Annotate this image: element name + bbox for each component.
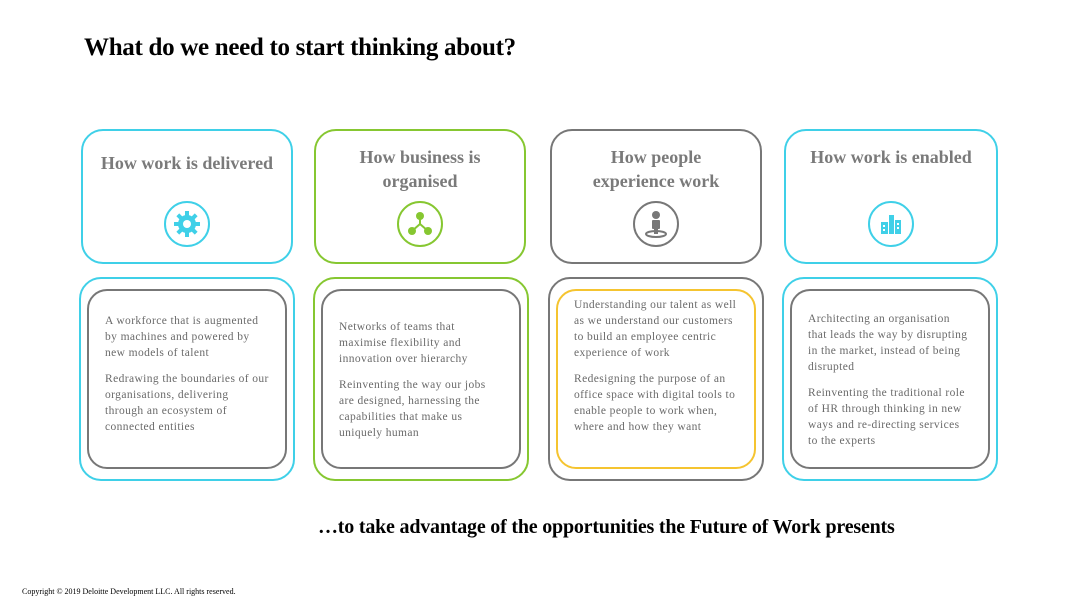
page-title: What do we need to start thinking about? [84, 34, 516, 61]
person-icon [633, 201, 679, 247]
column-heading-card-delivered: How work is delivered [81, 129, 293, 264]
column-body-card-organised: Networks of teams that maximise flexibil… [313, 277, 529, 481]
column-heading: How work is delivered [100, 153, 274, 173]
column-body-card-enabled: Architecting an organisation that leads … [782, 277, 998, 481]
column-heading: How people experience work [592, 147, 720, 191]
column-body-card-experience: Understanding our talent as well as we u… [548, 277, 764, 481]
column-paragraph: Understanding our talent as well as we u… [574, 299, 737, 359]
column-body-inner: A workforce that is augmented by machine… [87, 289, 287, 469]
column-heading-card-organised: How business is organised [314, 129, 526, 264]
column-paragraph: Architecting an organisation that leads … [808, 313, 968, 373]
closing-statement: …to take advantage of the opportunities … [318, 516, 895, 538]
column-heading: How business is organised [359, 147, 481, 191]
column-paragraph: Redrawing the boundaries of our organisa… [105, 373, 269, 433]
column-paragraph: A workforce that is augmented by machine… [105, 315, 259, 359]
column-paragraph: Reinventing the traditional role of HR t… [808, 387, 965, 447]
column-paragraph: Reinventing the way our jobs are designe… [339, 379, 486, 439]
column-heading: How work is enabled [810, 147, 972, 167]
gear-icon [164, 201, 210, 247]
building-icon [868, 201, 914, 247]
copyright-notice: Copyright © 2019 Deloitte Development LL… [22, 587, 236, 596]
column-body-inner: Networks of teams that maximise flexibil… [321, 289, 521, 469]
network-icon [397, 201, 443, 247]
column-body-inner: Understanding our talent as well as we u… [556, 289, 756, 469]
column-body-inner: Architecting an organisation that leads … [790, 289, 990, 469]
column-paragraph: Redesigning the purpose of an office spa… [574, 373, 736, 433]
column-body-card-delivered: A workforce that is augmented by machine… [79, 277, 295, 481]
column-heading-card-experience: How people experience work [550, 129, 762, 264]
column-heading-card-enabled: How work is enabled [784, 129, 998, 264]
column-paragraph: Networks of teams that maximise flexibil… [339, 321, 468, 365]
